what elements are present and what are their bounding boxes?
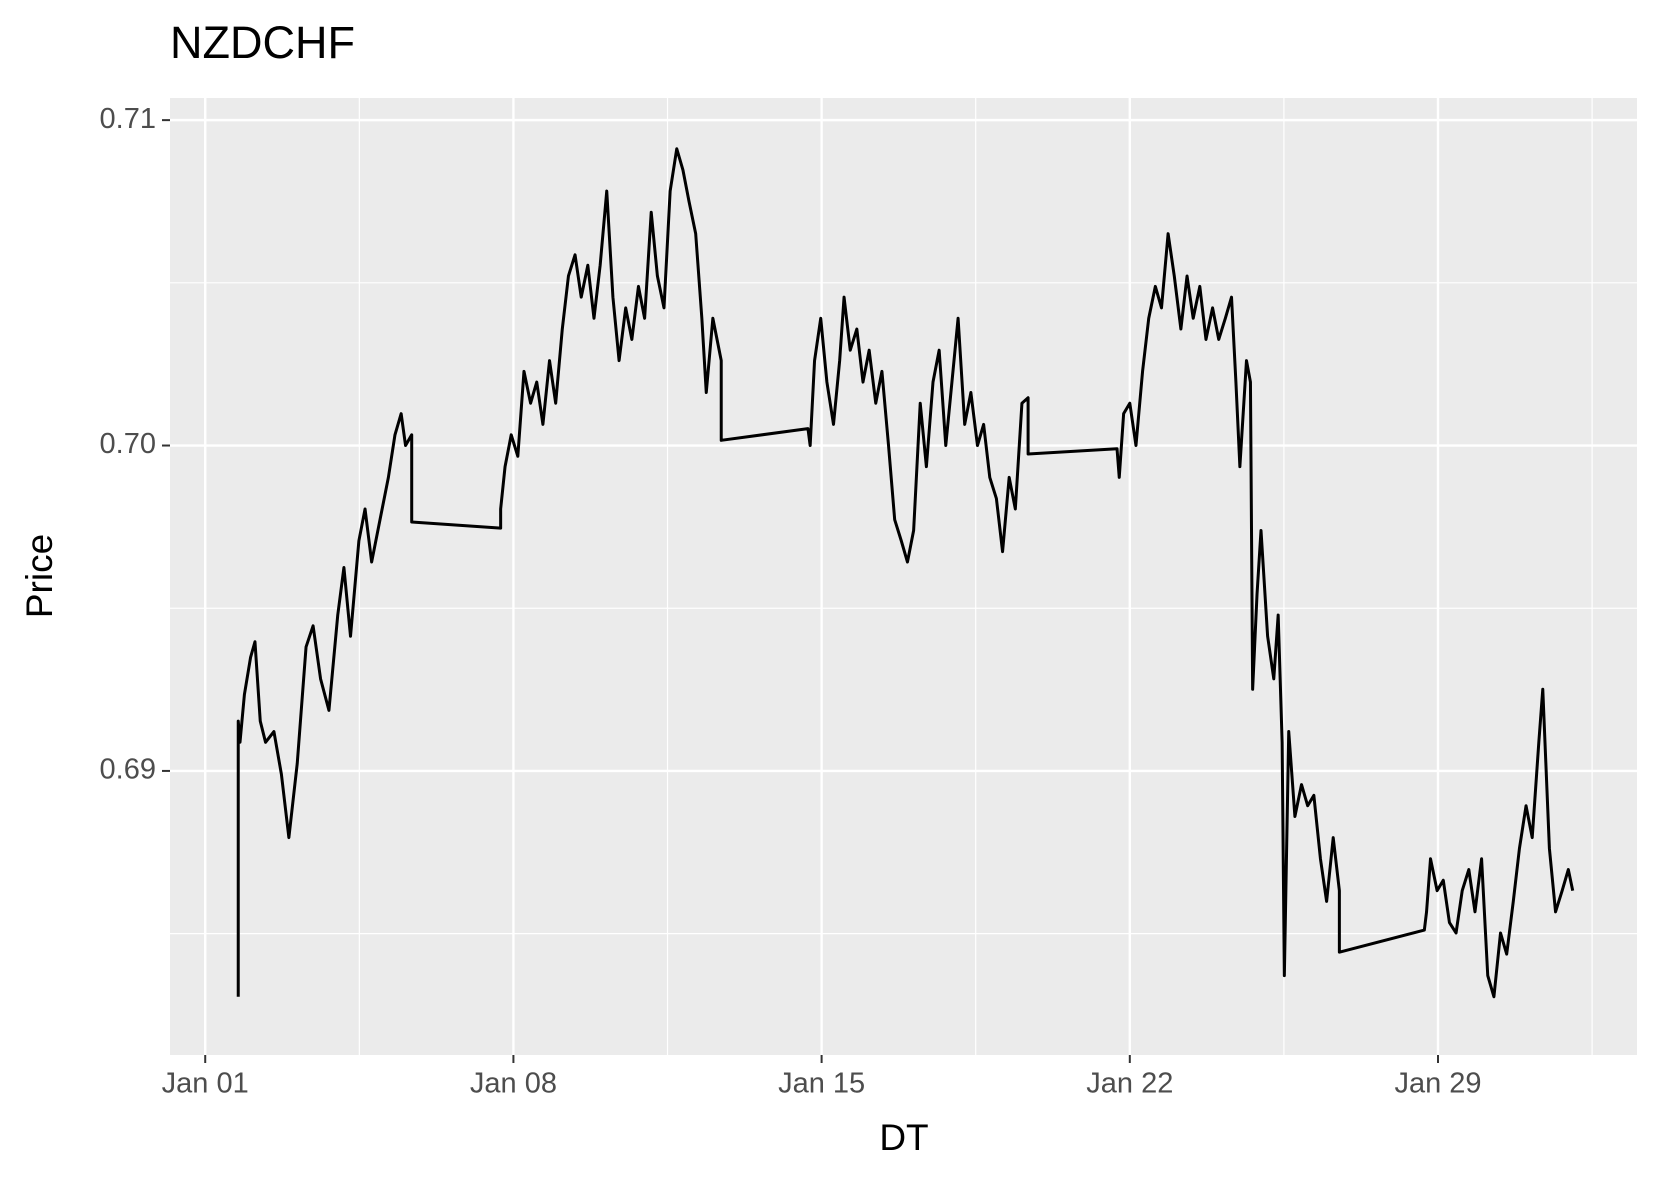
y-tick-label: 0.70 bbox=[100, 428, 156, 460]
x-tick-label: Jan 22 bbox=[1086, 1068, 1173, 1100]
x-tick-label: Jan 29 bbox=[1394, 1068, 1481, 1100]
price-line bbox=[236, 147, 1575, 999]
x-tick-label: Jan 01 bbox=[162, 1068, 249, 1100]
x-axis-title: DT bbox=[879, 1117, 928, 1158]
x-tick-label: Jan 15 bbox=[778, 1068, 865, 1100]
panel bbox=[170, 98, 1637, 1055]
y-tick-label: 0.71 bbox=[100, 103, 156, 135]
x-tick-label: Jan 08 bbox=[470, 1068, 557, 1100]
chart-title: NZDCHF bbox=[170, 17, 355, 68]
y-tick-label: 0.69 bbox=[100, 754, 156, 786]
y-axis-title: Price bbox=[19, 534, 60, 618]
